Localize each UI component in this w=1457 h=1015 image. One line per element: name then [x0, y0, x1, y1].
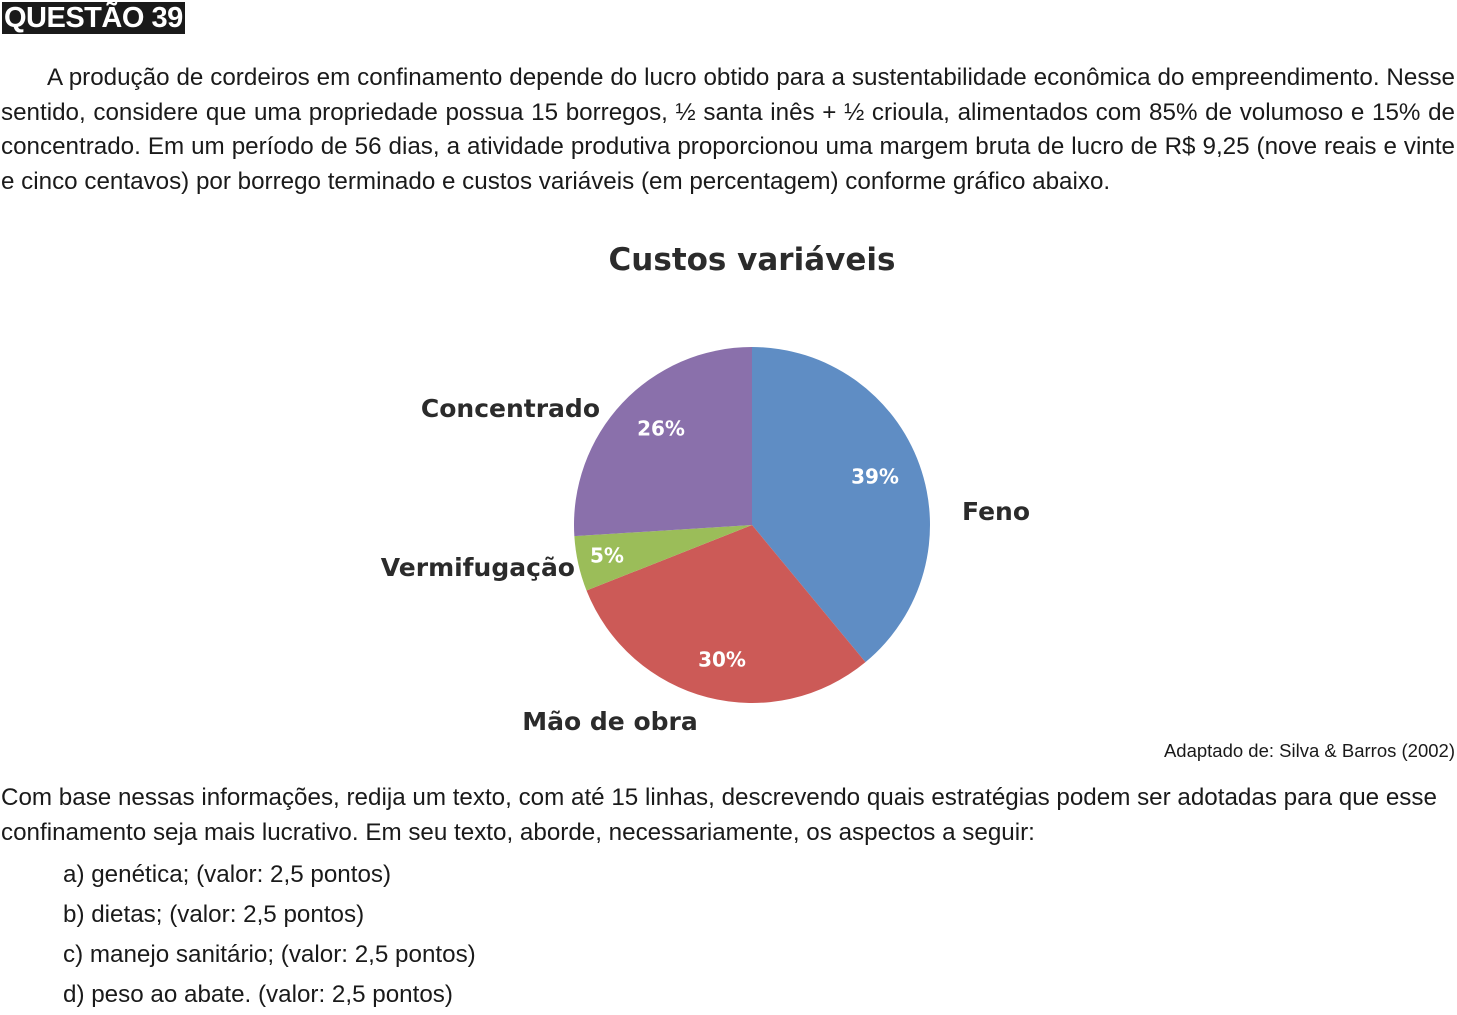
question-heading: QUESTÃO 39: [2, 2, 185, 34]
aspect-item-dietas: b) dietas; (valor: 2,5 pontos): [63, 901, 365, 928]
aspect-item-genetica: a) genética; (valor: 2,5 pontos): [63, 861, 392, 888]
pie-percent-label: 39%: [851, 465, 899, 489]
pie-category-label: Mão de obra: [522, 707, 697, 736]
aspect-list: a) genética; (valor: 2,5 pontos) b) diet…: [63, 855, 476, 1015]
source-citation: Adaptado de: Silva & Barros (2002): [1163, 740, 1455, 761]
aspect-item-peso: d) peso ao abate. (valor: 2,5 pontos): [63, 981, 453, 1008]
pie-slice-concentrado: [573, 346, 752, 537]
pie-slice-vermifugação: [574, 525, 752, 591]
chart-title: Custos variáveis: [609, 242, 896, 278]
pie-category-label: Vermifugação: [381, 553, 575, 582]
pie-slice-feno: [752, 347, 930, 663]
pie-category-label: Concentrado: [421, 394, 600, 423]
pie-category-label: Feno: [962, 497, 1030, 526]
question-intro: A produção de cordeiros em confinamento …: [1, 64, 1455, 195]
pie-percent-label: 26%: [637, 417, 685, 441]
question-prompt: Com base nessas informações, redija um t…: [1, 784, 1437, 846]
pie-percent-label: 30%: [698, 648, 746, 672]
pie-percent-label: 5%: [590, 544, 624, 568]
aspect-item-manejo: c) manejo sanitário; (valor: 2,5 pontos): [63, 941, 476, 968]
pie-slice-mão-de-obra: [586, 525, 866, 703]
